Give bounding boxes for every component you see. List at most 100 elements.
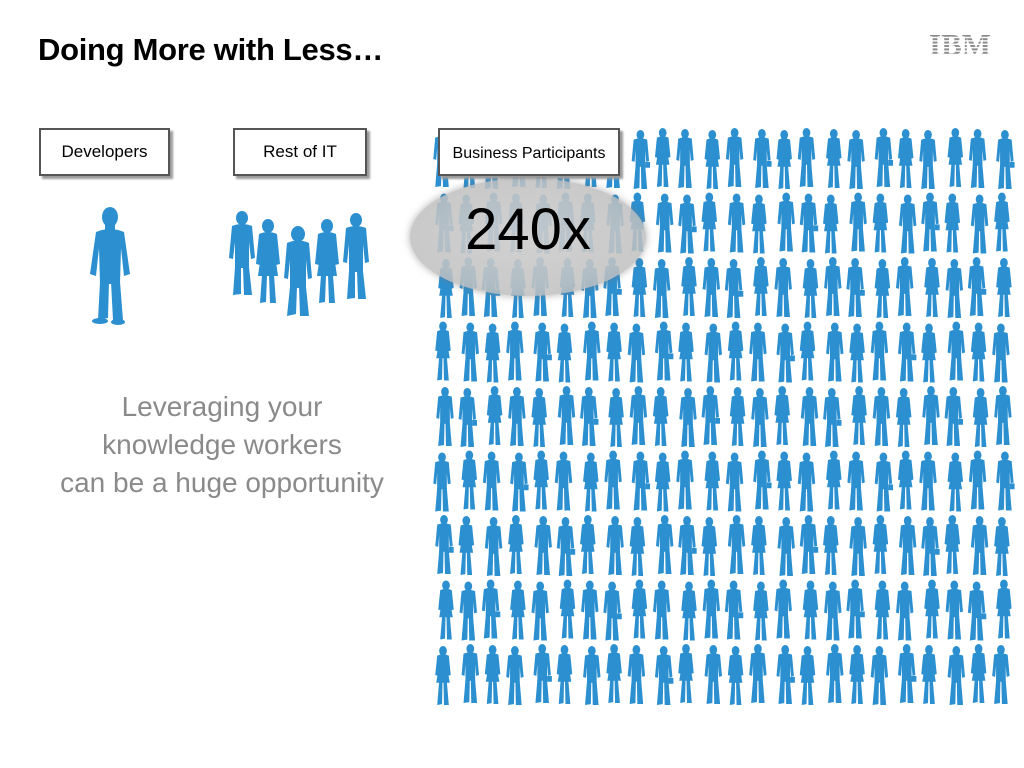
crowd-person-icon bbox=[826, 322, 844, 382]
crowd-person-icon bbox=[797, 452, 816, 512]
crowd-person-icon bbox=[701, 386, 720, 446]
crowd-person-icon bbox=[654, 128, 671, 188]
crowd-person-icon bbox=[849, 645, 865, 705]
crowd-person-icon bbox=[704, 645, 723, 705]
crowd-person-icon bbox=[799, 646, 816, 706]
crowd-person-icon bbox=[482, 451, 501, 511]
crowd-person-icon bbox=[458, 388, 477, 448]
crowd-person-icon bbox=[870, 646, 889, 706]
crowd-person-icon bbox=[556, 645, 573, 705]
crowd-person-icon bbox=[874, 259, 891, 319]
multiplier-bubble bbox=[410, 178, 646, 296]
crowd-person-icon bbox=[967, 581, 987, 641]
crowd-person-icon bbox=[724, 580, 744, 640]
crowd-person-icon bbox=[774, 386, 790, 446]
crowd-person-icon bbox=[823, 194, 839, 254]
crowd-person-icon bbox=[944, 193, 961, 253]
crowd-person-icon bbox=[556, 323, 573, 383]
crowd-person-icon bbox=[727, 515, 746, 575]
crowd-person-icon bbox=[583, 452, 599, 512]
crowd-person-icon bbox=[435, 321, 451, 381]
key-message: Leveraging your knowledge workers can be… bbox=[30, 388, 414, 502]
crowd-person-icon bbox=[826, 129, 842, 189]
crowd-person-icon bbox=[631, 258, 648, 318]
crowd-person-icon bbox=[481, 579, 501, 639]
crowd-person-icon bbox=[729, 387, 746, 447]
crowd-person-icon bbox=[606, 644, 622, 704]
crowd-person-icon bbox=[533, 322, 552, 382]
crowd-person-icon bbox=[799, 515, 819, 575]
it-group-people-icon bbox=[229, 211, 369, 316]
crowd-person-icon bbox=[874, 128, 894, 188]
crowd-person-icon bbox=[727, 321, 744, 381]
crowd-person-icon bbox=[534, 516, 552, 576]
crowd-person-icon bbox=[967, 257, 987, 317]
crowd-person-icon bbox=[802, 580, 819, 640]
crowd-person-icon bbox=[994, 386, 1012, 446]
crowd-person-icon bbox=[994, 192, 1010, 252]
crowd-person-icon bbox=[849, 192, 867, 252]
crowd-person-icon bbox=[897, 644, 917, 704]
crowd-person-icon bbox=[652, 387, 669, 447]
slide-title: Doing More with Less… bbox=[38, 32, 384, 67]
crowd-person-icon bbox=[678, 322, 694, 382]
crowd-person-icon bbox=[704, 323, 723, 383]
crowd-person-icon bbox=[968, 129, 987, 189]
crowd-person-icon bbox=[947, 646, 966, 706]
crowd-person-icon bbox=[676, 129, 694, 189]
crowd-person-icon bbox=[435, 646, 451, 706]
crowd-person-icon bbox=[608, 388, 624, 448]
crowd-person-icon bbox=[874, 452, 894, 512]
crowd-person-icon bbox=[701, 192, 718, 252]
crowd-person-icon bbox=[753, 450, 772, 510]
crowd-person-icon bbox=[531, 388, 547, 448]
crowd-person-icon bbox=[924, 258, 940, 318]
crowd-person-icon bbox=[847, 130, 865, 190]
crowd-person-icon bbox=[436, 387, 454, 447]
crowd-person-icon bbox=[554, 451, 573, 511]
crowd-person-icon bbox=[461, 322, 480, 382]
crowd-person-icon bbox=[872, 515, 889, 575]
crowd-person-icon bbox=[654, 321, 674, 381]
crowd-person-icon bbox=[725, 128, 744, 188]
crowd-person-icon bbox=[461, 644, 480, 704]
crowd-person-icon bbox=[996, 258, 1012, 318]
crowd-person-icon bbox=[580, 387, 599, 447]
crowd-person-icon bbox=[678, 516, 697, 576]
crowd-person-icon bbox=[924, 579, 940, 639]
crowd-person-icon bbox=[996, 451, 1015, 511]
crowd-person-icon bbox=[724, 259, 744, 319]
crowd-person-icon bbox=[753, 129, 772, 189]
crowd-person-icon bbox=[895, 581, 914, 641]
crowd-person-icon bbox=[581, 580, 599, 640]
crowd-person-icon bbox=[652, 259, 671, 319]
crowd-person-icon bbox=[919, 130, 937, 190]
crowd-person-icon bbox=[846, 258, 865, 318]
crowd-person-icon bbox=[652, 580, 671, 640]
crowd-person-icon bbox=[751, 388, 769, 448]
crowd-person-icon bbox=[701, 517, 718, 577]
crowd-person-icon bbox=[749, 322, 767, 382]
crowd-person-icon bbox=[947, 128, 964, 188]
crowd-person-icon bbox=[627, 323, 646, 383]
crowd-person-icon bbox=[824, 257, 842, 317]
crowd-person-icon bbox=[921, 192, 940, 252]
crowd-person-icon bbox=[702, 579, 721, 639]
developer-person-icon bbox=[90, 207, 130, 325]
crowd-person-icon bbox=[947, 452, 964, 512]
crowd-person-icon bbox=[486, 386, 503, 446]
crowd-person-icon bbox=[678, 194, 697, 254]
crowd-person-icon bbox=[872, 193, 889, 253]
crowd-person-icon bbox=[799, 321, 816, 381]
crowd-person-icon bbox=[681, 581, 697, 641]
crowd-person-icon bbox=[751, 516, 767, 576]
crowd-person-icon bbox=[799, 193, 819, 253]
crowd-person-icon bbox=[556, 517, 576, 577]
crowd-person-icon bbox=[921, 323, 937, 383]
crowd-person-icon bbox=[996, 579, 1012, 639]
crowd-person-icon bbox=[629, 386, 648, 446]
ibm-logo: IBM bbox=[929, 28, 991, 58]
crowd-person-icon bbox=[583, 646, 601, 706]
crowd-person-icon bbox=[704, 451, 721, 511]
